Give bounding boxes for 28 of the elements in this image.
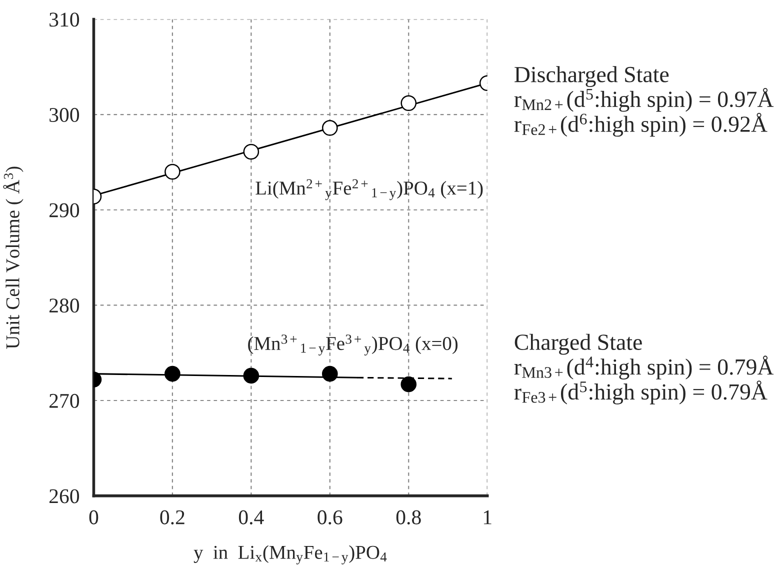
x-tick-label: 1 bbox=[484, 510, 492, 524]
y-tick-label: 260 bbox=[49, 489, 80, 504]
text: r$_{Fe2+}$(d$^{6}$:high spin) = 0.92Å bbox=[514, 112, 768, 137]
y-tick-label: 280 bbox=[49, 298, 80, 313]
point bbox=[322, 366, 338, 382]
text: Li(Mn$^{2+}$$_{y}$Fe$^{2+}$$_{1−y}$)PO$_{4}$ (x=1) bbox=[256, 179, 483, 200]
x-tick-label: 0.8 bbox=[396, 510, 421, 524]
text: Charged State bbox=[514, 334, 642, 355]
point bbox=[243, 144, 260, 160]
x-tick-label: 0.2 bbox=[160, 510, 184, 524]
point bbox=[400, 376, 417, 392]
text: r$_{Fe3+}$(d$^{5}$:high spin) = 0.79Å bbox=[514, 380, 768, 404]
y-axis-title: Unit Cell Volume ( Å$^{3}$) bbox=[3, 166, 24, 349]
point bbox=[400, 95, 417, 112]
point bbox=[322, 120, 338, 136]
text: Discharged State bbox=[514, 66, 669, 88]
x-tick-label: 0.4 bbox=[238, 510, 264, 524]
text: (Mn$^{3+}$$_{1−y}$Fe$^{3+}$$_{y}$)PO$_{4}$ (x=0) bbox=[248, 334, 458, 356]
text: r$_{Mn2+}$(d$^{5}$:high spin) = 0.97Å bbox=[514, 88, 774, 112]
x-axis-title: y in Li$_{x}$(Mn$_{y}$Fe$_{1−y}$)PO$_{4}$ bbox=[194, 545, 387, 564]
x-tick-label: 0 bbox=[89, 510, 98, 524]
point bbox=[243, 368, 260, 384]
y-tick-label: 300 bbox=[50, 108, 80, 122]
y-tick-label: 310 bbox=[50, 12, 80, 27]
x-tick-label: 0.6 bbox=[318, 510, 342, 524]
text: r$_{Mn3+}$(d$^{4}$:high spin) = 0.79Å bbox=[514, 356, 774, 380]
y-tick-label: 290 bbox=[49, 203, 80, 218]
y-tick-label: 270 bbox=[49, 394, 80, 408]
